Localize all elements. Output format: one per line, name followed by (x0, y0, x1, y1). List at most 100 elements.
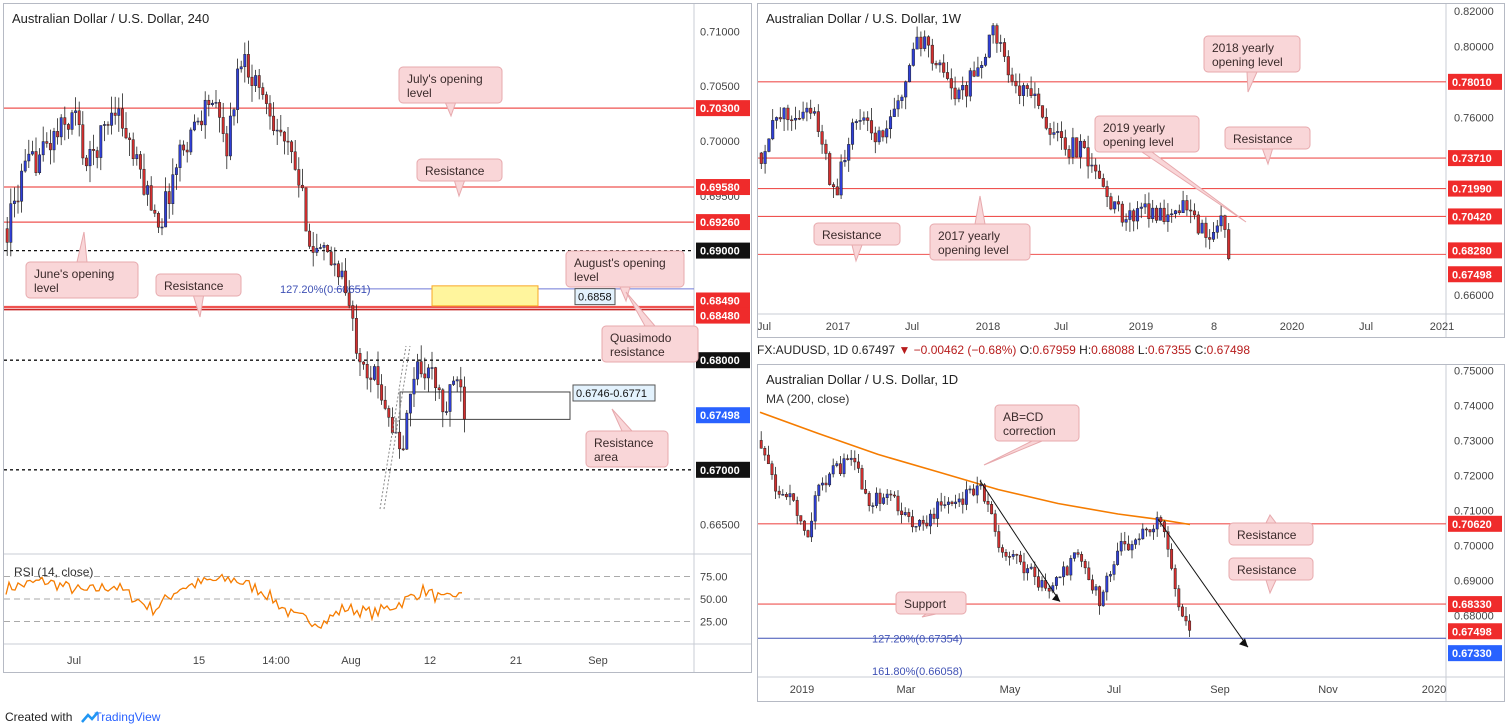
x-tick-label: Nov (1318, 684, 1338, 696)
candle (5, 228, 9, 243)
candle (1126, 543, 1130, 551)
candle (214, 102, 218, 104)
candle (882, 497, 886, 504)
rsi-tick-label: 50.00 (700, 594, 728, 606)
candle (189, 129, 193, 153)
annotation-text: level (407, 86, 432, 100)
candle (928, 513, 932, 527)
candle (1177, 588, 1181, 608)
x-tick-label: 12 (424, 655, 436, 667)
close-label: C: (1194, 343, 1207, 357)
candle (1135, 208, 1140, 222)
annotation-pointer (1140, 151, 1247, 223)
chart-title: Australian Dollar / U.S. Dollar, 1W (766, 11, 962, 26)
candle (812, 111, 817, 114)
chart-weekly-svg[interactable]: 0.82000 0.80000 0.76000 0.66000 Jul 2017 Jul 20… (758, 4, 1505, 338)
candle (1128, 210, 1132, 220)
candle (304, 187, 308, 232)
candle (387, 408, 391, 418)
x-tick-label: 14:00 (262, 655, 290, 667)
candle (318, 247, 322, 249)
candle (781, 494, 785, 496)
low-label: L: (1137, 343, 1148, 357)
price-tag-label: 0.68280 (1452, 245, 1492, 257)
x-tick-label: Jul (1359, 321, 1373, 333)
candle (84, 157, 88, 167)
candle (820, 131, 824, 145)
candle (192, 121, 196, 131)
annotation-text: August's opening (574, 256, 666, 270)
x-tick-label: May (1000, 684, 1021, 696)
tradingview-brand[interactable]: TradingView (94, 710, 161, 724)
price-tag (1448, 208, 1502, 225)
candle (1008, 556, 1012, 558)
candle (293, 151, 297, 170)
candle (972, 70, 976, 77)
chart-panel-weekly[interactable]: Australian Dollar / U.S. Dollar, 1W 0.82… (757, 3, 1505, 338)
candle (873, 132, 877, 143)
x-tick-label: 21 (510, 655, 522, 667)
candle (907, 65, 912, 83)
resistance-area (399, 391, 571, 420)
candle (1087, 567, 1091, 581)
candle (1227, 229, 1231, 259)
candle (934, 63, 938, 66)
candle (59, 117, 63, 138)
chart-panel-240[interactable]: Australian Dollar / U.S. Dollar, 240 0.7… (3, 3, 752, 673)
candle (839, 161, 843, 196)
candle (982, 484, 986, 502)
candle (816, 111, 820, 132)
price-tag-label: 0.70620 (1452, 519, 1492, 531)
chart-panel-daily[interactable]: Australian Dollar / U.S. Dollar, 1D 0.75… (757, 364, 1505, 702)
candle (888, 116, 893, 130)
candle (225, 133, 229, 157)
chart-daily-svg[interactable]: 0.75000 0.74000 0.73000 0.72000 0.71000 0.700… (758, 365, 1505, 702)
x-tick-label: Sep (588, 655, 608, 667)
candle (9, 203, 13, 243)
candle (70, 112, 74, 130)
candle (980, 65, 984, 68)
candle (1124, 219, 1128, 223)
candle (831, 184, 836, 188)
candle (286, 140, 290, 143)
last-price: 0.67497 (851, 343, 896, 357)
zone-label: 0.6746-0.6771 (576, 388, 647, 400)
candle (279, 129, 283, 133)
candle (437, 387, 441, 391)
candle (1137, 538, 1141, 541)
candle (142, 168, 146, 195)
candle (74, 110, 78, 113)
y-tick-label: 0.72000 (1454, 470, 1494, 482)
candle (1021, 85, 1026, 96)
candle (106, 124, 110, 126)
candle (993, 513, 997, 532)
candle (1116, 201, 1121, 205)
candle (66, 124, 70, 130)
candle (362, 361, 366, 365)
annotation-text: level (574, 270, 599, 284)
candle (995, 25, 999, 44)
rsi-label: RSI (14, close) (14, 565, 93, 579)
candle (1025, 85, 1029, 89)
candle (925, 522, 929, 527)
candle (918, 519, 922, 527)
price-tag (696, 179, 750, 196)
candle (1123, 541, 1127, 545)
candle (1141, 528, 1145, 540)
candle (423, 373, 427, 379)
candle (771, 120, 775, 140)
y-tick-label: 0.74000 (1454, 400, 1494, 412)
price-tag (1448, 266, 1502, 283)
candle (1134, 539, 1138, 545)
candle (1189, 209, 1193, 212)
candle (1101, 591, 1105, 607)
candle (282, 131, 286, 142)
candle (164, 191, 168, 228)
candle (943, 504, 947, 506)
chart-title: Australian Dollar / U.S. Dollar, 1D (766, 372, 959, 387)
candle (264, 94, 268, 104)
candle (1082, 140, 1086, 148)
candle (1208, 237, 1212, 240)
candle (1144, 528, 1148, 531)
